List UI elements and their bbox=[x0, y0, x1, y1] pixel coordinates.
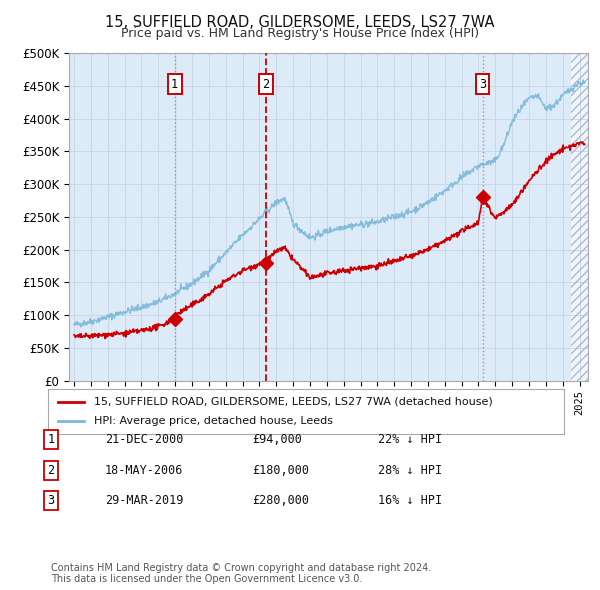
Text: 3: 3 bbox=[47, 494, 55, 507]
Text: 21-DEC-2000: 21-DEC-2000 bbox=[105, 433, 184, 446]
Text: 2: 2 bbox=[262, 78, 269, 91]
Text: £180,000: £180,000 bbox=[252, 464, 309, 477]
Text: 1: 1 bbox=[171, 78, 178, 91]
Text: Contains HM Land Registry data © Crown copyright and database right 2024.: Contains HM Land Registry data © Crown c… bbox=[51, 563, 431, 572]
Text: 18-MAY-2006: 18-MAY-2006 bbox=[105, 464, 184, 477]
Text: This data is licensed under the Open Government Licence v3.0.: This data is licensed under the Open Gov… bbox=[51, 575, 362, 584]
Text: 2: 2 bbox=[47, 464, 55, 477]
Text: 15, SUFFIELD ROAD, GILDERSOME, LEEDS, LS27 7WA (detached house): 15, SUFFIELD ROAD, GILDERSOME, LEEDS, LS… bbox=[94, 397, 493, 407]
Text: Price paid vs. HM Land Registry's House Price Index (HPI): Price paid vs. HM Land Registry's House … bbox=[121, 27, 479, 40]
Text: 1: 1 bbox=[47, 433, 55, 446]
Text: 28% ↓ HPI: 28% ↓ HPI bbox=[378, 464, 442, 477]
Bar bbox=[571, 53, 593, 381]
Text: £280,000: £280,000 bbox=[252, 494, 309, 507]
Text: 22% ↓ HPI: 22% ↓ HPI bbox=[378, 433, 442, 446]
Text: 16% ↓ HPI: 16% ↓ HPI bbox=[378, 494, 442, 507]
Text: £94,000: £94,000 bbox=[252, 433, 302, 446]
Text: HPI: Average price, detached house, Leeds: HPI: Average price, detached house, Leed… bbox=[94, 417, 334, 426]
Text: 15, SUFFIELD ROAD, GILDERSOME, LEEDS, LS27 7WA: 15, SUFFIELD ROAD, GILDERSOME, LEEDS, LS… bbox=[105, 15, 495, 30]
Bar bbox=[571, 53, 593, 381]
Text: 3: 3 bbox=[479, 78, 486, 91]
Text: 29-MAR-2019: 29-MAR-2019 bbox=[105, 494, 184, 507]
